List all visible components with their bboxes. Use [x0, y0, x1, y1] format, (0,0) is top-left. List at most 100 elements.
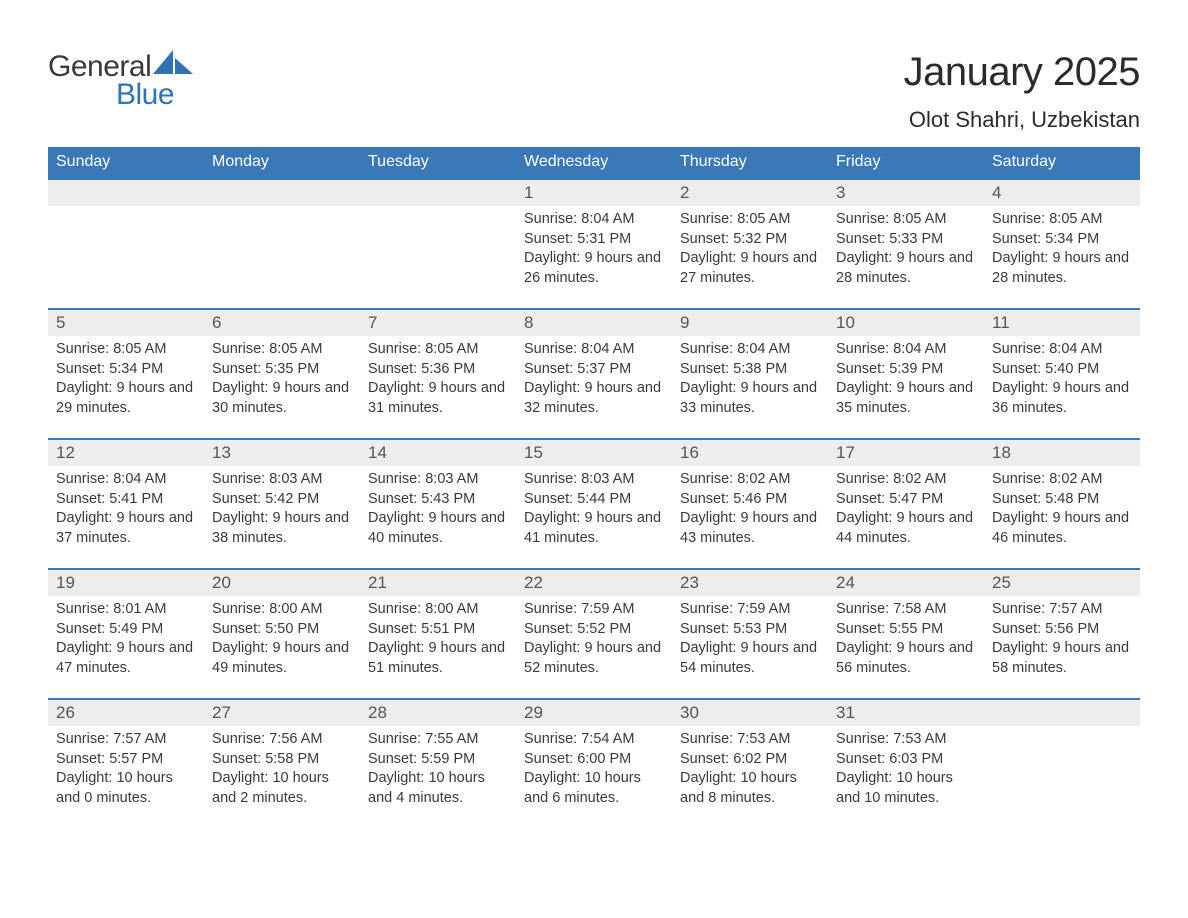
- logo-word-blue: Blue: [116, 78, 195, 112]
- day-details: Sunrise: 8:04 AMSunset: 5:40 PMDaylight:…: [984, 336, 1140, 424]
- sunrise-text: Sunrise: 8:05 AM: [56, 340, 196, 360]
- sunset-text: Sunset: 5:57 PM: [56, 750, 196, 770]
- sunrise-text: Sunrise: 7:53 AM: [836, 730, 976, 750]
- day-cell-15: 15Sunrise: 8:03 AMSunset: 5:44 PMDayligh…: [516, 440, 672, 568]
- day-cell-26: 26Sunrise: 7:57 AMSunset: 5:57 PMDayligh…: [48, 700, 204, 828]
- day-details: Sunrise: 8:05 AMSunset: 5:35 PMDaylight:…: [204, 336, 360, 424]
- day-cell-17: 17Sunrise: 8:02 AMSunset: 5:47 PMDayligh…: [828, 440, 984, 568]
- calendar-grid: SundayMondayTuesdayWednesdayThursdayFrid…: [48, 147, 1140, 828]
- day-number: 30: [672, 700, 828, 726]
- day-cell-9: 9Sunrise: 8:04 AMSunset: 5:38 PMDaylight…: [672, 310, 828, 438]
- sunset-text: Sunset: 5:34 PM: [56, 360, 196, 380]
- weekday-friday: Friday: [828, 147, 984, 178]
- sunrise-text: Sunrise: 8:00 AM: [212, 600, 352, 620]
- daylight-text: Daylight: 9 hours and 31 minutes.: [368, 379, 508, 418]
- sunset-text: Sunset: 5:42 PM: [212, 490, 352, 510]
- day-details: Sunrise: 7:57 AMSunset: 5:56 PMDaylight:…: [984, 596, 1140, 684]
- day-details: Sunrise: 8:05 AMSunset: 5:33 PMDaylight:…: [828, 206, 984, 294]
- day-cell-22: 22Sunrise: 7:59 AMSunset: 5:52 PMDayligh…: [516, 570, 672, 698]
- day-details: Sunrise: 7:58 AMSunset: 5:55 PMDaylight:…: [828, 596, 984, 684]
- daylight-text: Daylight: 9 hours and 35 minutes.: [836, 379, 976, 418]
- daylight-text: Daylight: 9 hours and 43 minutes.: [680, 509, 820, 548]
- day-details: Sunrise: 8:05 AMSunset: 5:34 PMDaylight:…: [48, 336, 204, 424]
- day-number: 2: [672, 180, 828, 206]
- daylight-text: Daylight: 9 hours and 40 minutes.: [368, 509, 508, 548]
- day-details: Sunrise: 8:00 AMSunset: 5:50 PMDaylight:…: [204, 596, 360, 684]
- sunrise-text: Sunrise: 8:04 AM: [992, 340, 1132, 360]
- day-number: 9: [672, 310, 828, 336]
- sunrise-text: Sunrise: 8:05 AM: [836, 210, 976, 230]
- day-number: 22: [516, 570, 672, 596]
- day-details: Sunrise: 8:05 AMSunset: 5:36 PMDaylight:…: [360, 336, 516, 424]
- day-details: Sunrise: 8:04 AMSunset: 5:38 PMDaylight:…: [672, 336, 828, 424]
- day-cell-2: 2Sunrise: 8:05 AMSunset: 5:32 PMDaylight…: [672, 180, 828, 308]
- sunrise-text: Sunrise: 8:05 AM: [368, 340, 508, 360]
- day-details: Sunrise: 7:56 AMSunset: 5:58 PMDaylight:…: [204, 726, 360, 814]
- sunset-text: Sunset: 5:59 PM: [368, 750, 508, 770]
- sunrise-text: Sunrise: 7:55 AM: [368, 730, 508, 750]
- sunset-text: Sunset: 5:39 PM: [836, 360, 976, 380]
- day-details: Sunrise: 7:54 AMSunset: 6:00 PMDaylight:…: [516, 726, 672, 814]
- day-cell-24: 24Sunrise: 7:58 AMSunset: 5:55 PMDayligh…: [828, 570, 984, 698]
- sunset-text: Sunset: 5:58 PM: [212, 750, 352, 770]
- daylight-text: Daylight: 9 hours and 37 minutes.: [56, 509, 196, 548]
- daylight-text: Daylight: 9 hours and 51 minutes.: [368, 639, 508, 678]
- daylight-text: Daylight: 10 hours and 0 minutes.: [56, 769, 196, 808]
- day-cell-31: 31Sunrise: 7:53 AMSunset: 6:03 PMDayligh…: [828, 700, 984, 828]
- daylight-text: Daylight: 9 hours and 47 minutes.: [56, 639, 196, 678]
- sunrise-text: Sunrise: 8:04 AM: [524, 340, 664, 360]
- day-number: 7: [360, 310, 516, 336]
- weekday-sunday: Sunday: [48, 147, 204, 178]
- day-details: Sunrise: 7:59 AMSunset: 5:52 PMDaylight:…: [516, 596, 672, 684]
- day-details: Sunrise: 8:00 AMSunset: 5:51 PMDaylight:…: [360, 596, 516, 684]
- sunset-text: Sunset: 5:40 PM: [992, 360, 1132, 380]
- day-cell-7: 7Sunrise: 8:05 AMSunset: 5:36 PMDaylight…: [360, 310, 516, 438]
- day-cell-19: 19Sunrise: 8:01 AMSunset: 5:49 PMDayligh…: [48, 570, 204, 698]
- sunrise-text: Sunrise: 8:04 AM: [836, 340, 976, 360]
- day-number: 10: [828, 310, 984, 336]
- day-cell-11: 11Sunrise: 8:04 AMSunset: 5:40 PMDayligh…: [984, 310, 1140, 438]
- daylight-text: Daylight: 9 hours and 33 minutes.: [680, 379, 820, 418]
- day-cell-21: 21Sunrise: 8:00 AMSunset: 5:51 PMDayligh…: [360, 570, 516, 698]
- day-details: Sunrise: 8:01 AMSunset: 5:49 PMDaylight:…: [48, 596, 204, 684]
- day-cell-6: 6Sunrise: 8:05 AMSunset: 5:35 PMDaylight…: [204, 310, 360, 438]
- page-header: General Blue January 2025 Olot Shahri, U…: [48, 50, 1140, 133]
- daylight-text: Daylight: 9 hours and 52 minutes.: [524, 639, 664, 678]
- sunrise-text: Sunrise: 7:57 AM: [992, 600, 1132, 620]
- brand-logo: General Blue: [48, 50, 195, 112]
- day-cell-13: 13Sunrise: 8:03 AMSunset: 5:42 PMDayligh…: [204, 440, 360, 568]
- location-title: Olot Shahri, Uzbekistan: [904, 107, 1140, 133]
- daylight-text: Daylight: 9 hours and 46 minutes.: [992, 509, 1132, 548]
- sunrise-text: Sunrise: 7:57 AM: [56, 730, 196, 750]
- day-number-empty: [360, 180, 516, 206]
- title-block: January 2025 Olot Shahri, Uzbekistan: [904, 50, 1140, 133]
- sunrise-text: Sunrise: 8:03 AM: [212, 470, 352, 490]
- sunrise-text: Sunrise: 7:53 AM: [680, 730, 820, 750]
- sunrise-text: Sunrise: 7:59 AM: [524, 600, 664, 620]
- day-cell-empty: [204, 180, 360, 308]
- sunrise-text: Sunrise: 8:03 AM: [368, 470, 508, 490]
- sunrise-text: Sunrise: 8:02 AM: [992, 470, 1132, 490]
- sunset-text: Sunset: 5:52 PM: [524, 620, 664, 640]
- day-number: 18: [984, 440, 1140, 466]
- day-cell-5: 5Sunrise: 8:05 AMSunset: 5:34 PMDaylight…: [48, 310, 204, 438]
- sunrise-text: Sunrise: 8:05 AM: [212, 340, 352, 360]
- sunset-text: Sunset: 5:36 PM: [368, 360, 508, 380]
- sunset-text: Sunset: 5:47 PM: [836, 490, 976, 510]
- daylight-text: Daylight: 9 hours and 29 minutes.: [56, 379, 196, 418]
- sunrise-text: Sunrise: 8:02 AM: [680, 470, 820, 490]
- day-number: 31: [828, 700, 984, 726]
- day-number: 3: [828, 180, 984, 206]
- day-cell-27: 27Sunrise: 7:56 AMSunset: 5:58 PMDayligh…: [204, 700, 360, 828]
- day-cell-empty: [984, 700, 1140, 828]
- month-title: January 2025: [904, 50, 1140, 95]
- day-details: Sunrise: 7:57 AMSunset: 5:57 PMDaylight:…: [48, 726, 204, 814]
- day-cell-25: 25Sunrise: 7:57 AMSunset: 5:56 PMDayligh…: [984, 570, 1140, 698]
- daylight-text: Daylight: 10 hours and 6 minutes.: [524, 769, 664, 808]
- sunset-text: Sunset: 5:34 PM: [992, 230, 1132, 250]
- sunset-text: Sunset: 6:00 PM: [524, 750, 664, 770]
- day-number: 19: [48, 570, 204, 596]
- sunset-text: Sunset: 5:56 PM: [992, 620, 1132, 640]
- day-details: Sunrise: 7:53 AMSunset: 6:02 PMDaylight:…: [672, 726, 828, 814]
- day-cell-1: 1Sunrise: 8:04 AMSunset: 5:31 PMDaylight…: [516, 180, 672, 308]
